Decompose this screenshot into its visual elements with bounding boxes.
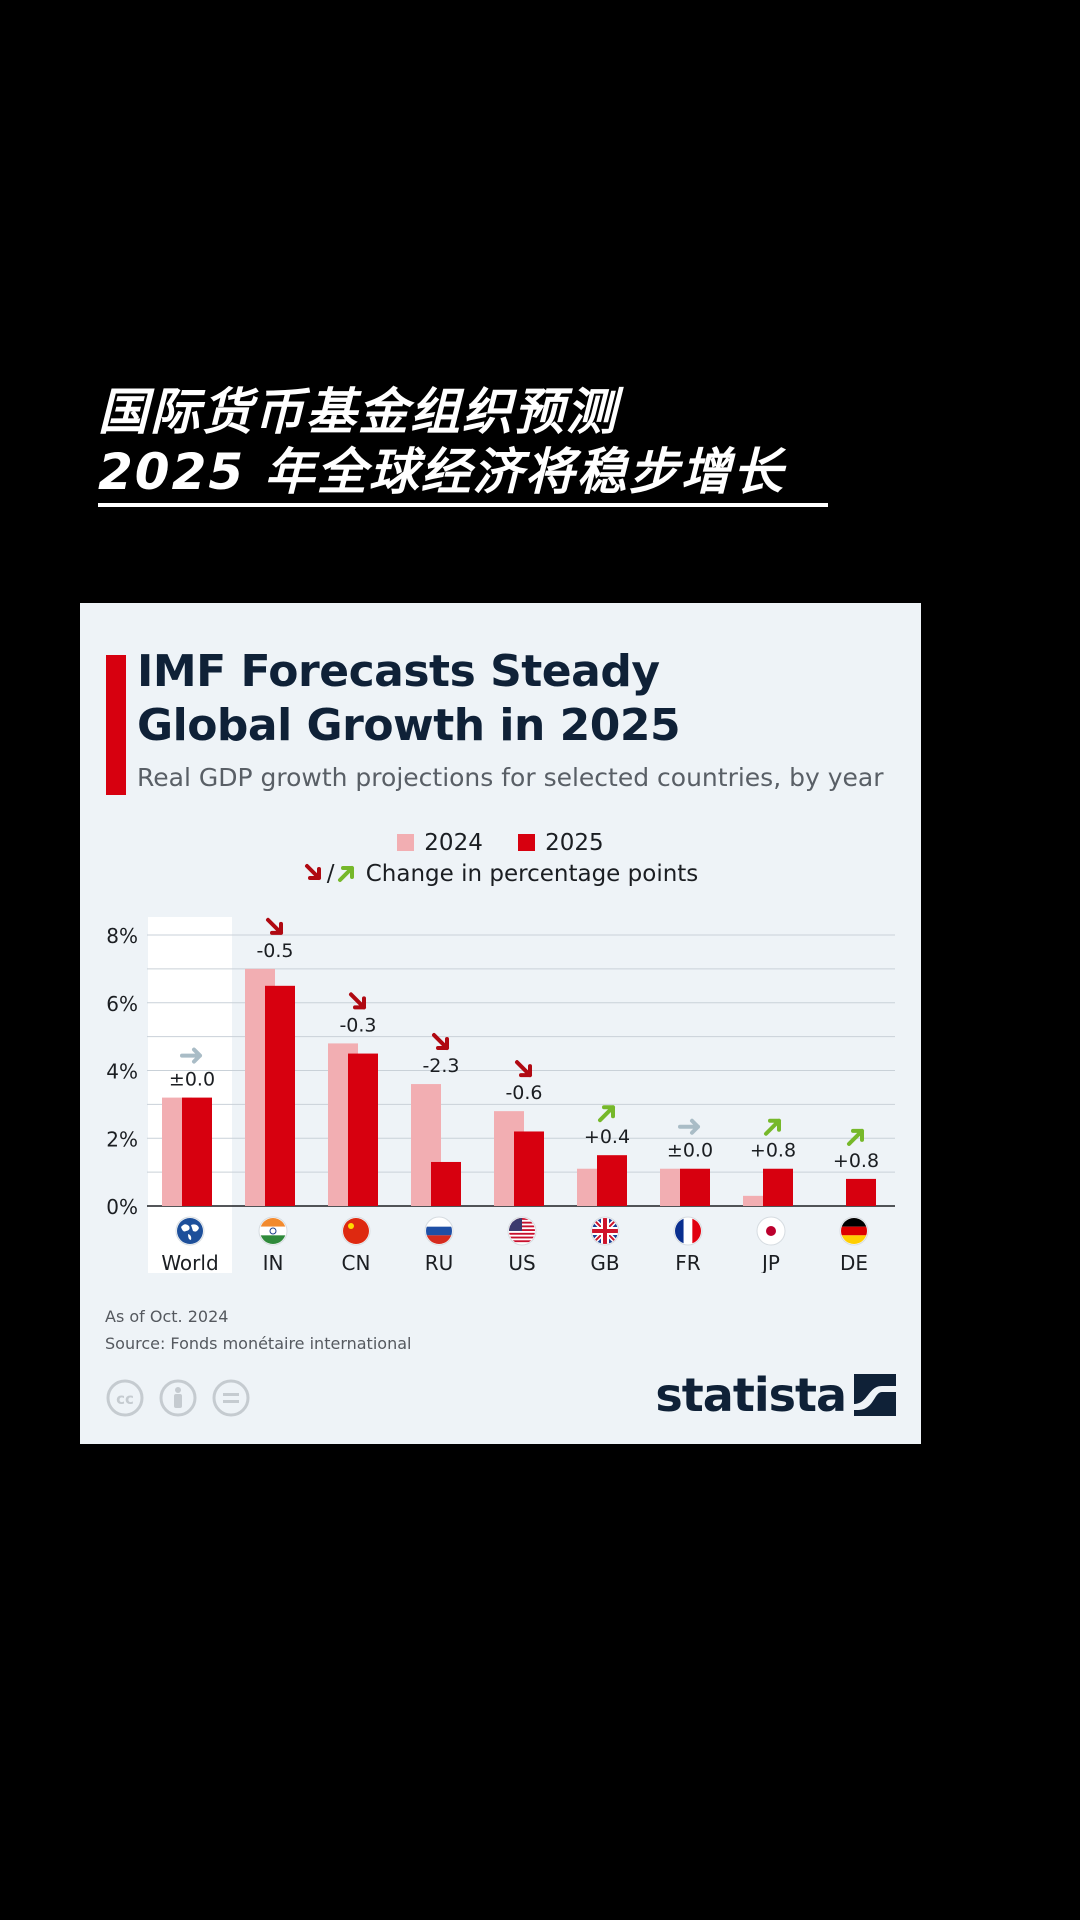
infographic-card: IMF Forecasts Steady Global Growth in 20… [80, 603, 921, 1444]
change-arrow-up-icon [847, 1128, 864, 1146]
change-label: +0.8 [750, 1140, 796, 1162]
change-arrow-down-icon [515, 1060, 532, 1078]
bar-2025-CN [348, 1053, 378, 1206]
legend-label-2025: 2025 [545, 830, 604, 856]
change-arrow-down-icon [266, 917, 283, 935]
headline-line-2: 2025 年全球经济将稳步增长 [98, 443, 785, 501]
category-label: GB [590, 1251, 619, 1273]
germany-flag-icon [839, 1216, 869, 1246]
svg-text:cc: cc [116, 1390, 134, 1408]
category-label: DE [840, 1251, 868, 1273]
change-label: -0.6 [505, 1082, 542, 1104]
title-accent-bar [106, 655, 126, 795]
change-arrow-up-icon [598, 1105, 615, 1123]
usa-flag-icon [507, 1216, 537, 1246]
change-label: -0.3 [339, 1014, 376, 1036]
bar-2025-World [182, 1097, 212, 1206]
bar-chart: 0% 2% 4% 6% 8% ±0.0 World -0.5 IN -0.3 CN -2.3 RU -0.… [106, 917, 895, 1273]
france-flag-icon [673, 1216, 703, 1246]
legend-label-2024: 2024 [424, 830, 483, 856]
chart-title-line-1: IMF Forecasts Steady [137, 646, 660, 697]
category-label: World [161, 1251, 218, 1273]
bar-2025-IN [265, 985, 295, 1206]
license-icons: cc [105, 1378, 259, 1422]
as-of-note: As of Oct. 2024 [105, 1307, 229, 1326]
change-arrow-flat-icon [180, 1047, 202, 1064]
change-label: ±0.0 [169, 1069, 215, 1091]
globe-icon [175, 1216, 205, 1246]
bar-2025-US [514, 1131, 544, 1206]
change-label: +0.4 [584, 1126, 630, 1148]
category-label: US [508, 1251, 535, 1273]
category-label: JP [760, 1251, 780, 1273]
headline-line-1: 国际货币基金组织预测 [98, 383, 618, 441]
russia-flag-icon [424, 1216, 454, 1246]
arrow-up-right-icon [338, 866, 355, 882]
bar-2025-FR [680, 1168, 710, 1206]
bar-2025-RU [431, 1161, 461, 1206]
chart-subtitle: Real GDP growth projections for selected… [137, 763, 884, 792]
change-label: ±0.0 [667, 1140, 713, 1162]
creative-commons-icon: cc [105, 1378, 145, 1422]
change-arrow-up-icon [764, 1118, 781, 1136]
y-tick-label: 4% [106, 1060, 138, 1084]
change-arrow-down-icon [349, 992, 366, 1010]
change-label: +0.8 [833, 1150, 879, 1172]
video-headline: 国际货币基金组织预测 2025 年全球经济将稳步增长 [98, 382, 838, 502]
chart-title-line-2: Global Growth in 2025 [137, 700, 681, 751]
legend-slash: / [326, 861, 335, 887]
change-arrow-down-icon [432, 1033, 449, 1051]
y-tick-label: 6% [106, 992, 138, 1016]
legend-item-2024: 2024 [397, 830, 483, 856]
y-tick-label: 8% [106, 924, 138, 948]
headline-underline [98, 503, 828, 507]
change-label: -2.3 [422, 1055, 459, 1077]
china-flag-icon [341, 1216, 371, 1246]
legend-swatch-2024 [397, 834, 415, 851]
india-flag-icon [258, 1216, 288, 1246]
legend: 2024 2025 [80, 830, 921, 856]
category-label: FR [675, 1251, 701, 1273]
category-label: RU [425, 1251, 454, 1273]
y-tick-label: 2% [106, 1127, 138, 1151]
bar-2025-GB [597, 1155, 627, 1206]
legend-change: / Change in percentage points [80, 861, 921, 887]
uk-flag-icon [590, 1216, 620, 1246]
bar-2024-JP [743, 1195, 773, 1206]
arrow-down-right-icon [304, 864, 321, 880]
category-label: IN [263, 1251, 284, 1273]
statista-mark-icon [854, 1374, 896, 1416]
legend-change-label: Change in percentage points [365, 861, 699, 887]
legend-item-2025: 2025 [518, 830, 604, 856]
y-tick-label: 0% [106, 1195, 138, 1219]
japan-flag-icon [756, 1216, 786, 1246]
chart-title: IMF Forecasts Steady Global Growth in 20… [137, 645, 897, 753]
bar-2025-JP [763, 1168, 793, 1206]
statista-logo: statista [655, 1368, 896, 1422]
change-arrow-flat-icon [678, 1118, 700, 1135]
source-note: Source: Fonds monétaire international [105, 1334, 412, 1353]
bar-2025-DE [846, 1178, 876, 1206]
change-label: -0.5 [256, 940, 293, 962]
no-derivatives-icon [211, 1378, 251, 1422]
statista-wordmark: statista [655, 1368, 847, 1422]
attribution-icon [158, 1378, 198, 1422]
legend-swatch-2025 [518, 834, 536, 851]
footer-notes: As of Oct. 2024 Source: Fonds monétaire … [105, 1303, 411, 1357]
world-highlight [148, 917, 232, 1273]
category-label: CN [342, 1251, 371, 1273]
